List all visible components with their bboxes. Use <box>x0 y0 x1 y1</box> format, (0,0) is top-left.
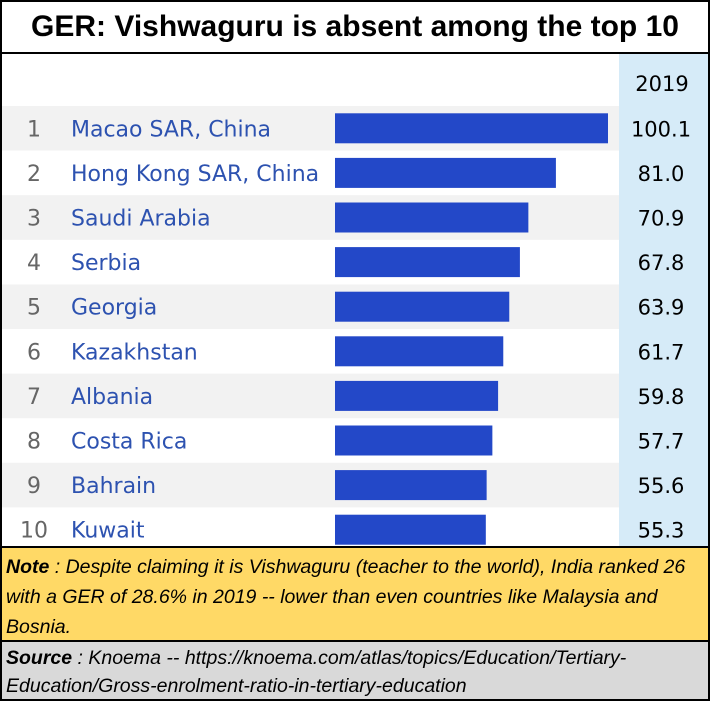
value-label: 61.7 <box>638 340 685 364</box>
rank-label: 9 <box>27 474 41 499</box>
category-label: Costa Rica <box>71 430 187 455</box>
row-stripe <box>2 373 619 419</box>
value-label: 100.1 <box>631 117 691 141</box>
rank-label: 8 <box>27 430 41 455</box>
bar <box>335 113 608 144</box>
column-header-year: 2019 <box>635 72 688 96</box>
rank-label: 7 <box>27 385 41 410</box>
value-label: 67.8 <box>638 251 685 275</box>
category-label: Kuwait <box>71 519 145 544</box>
rank-label: 10 <box>20 519 48 544</box>
note-box: Note : Despite claiming it is Vishwaguru… <box>2 546 708 640</box>
source-box: Source : Knoema -- https://knoema.com/at… <box>2 640 708 699</box>
chart-rows: 1 Macao SAR, China 100.1 2 Hong Kong SAR, Ch… <box>2 106 691 545</box>
source-text: : Knoema -- https://knoema.com/atlas/top… <box>6 647 627 697</box>
category-label: Bahrain <box>71 474 156 499</box>
source-label: Source <box>6 647 73 669</box>
bar <box>335 425 493 456</box>
category-label: Saudi Arabia <box>71 207 211 232</box>
bar <box>335 247 520 278</box>
value-label: 59.8 <box>638 385 685 409</box>
rank-label: 6 <box>27 340 41 365</box>
value-label: 70.9 <box>638 207 685 231</box>
rank-label: 4 <box>27 251 41 276</box>
value-label: 55.6 <box>638 474 685 498</box>
rank-label: 1 <box>27 117 41 142</box>
bar <box>335 380 499 411</box>
bar <box>335 336 504 367</box>
bar-chart: 2019 1 Macao SAR, China 100.1 2 Hong Kong SA… <box>2 54 708 546</box>
bar-chart-svg: 2019 1 Macao SAR, China 100.1 2 Hong Kong SA… <box>2 54 708 546</box>
category-label: Albania <box>71 385 153 410</box>
category-label: Hong Kong SAR, China <box>71 162 319 187</box>
chart-title: GER: Vishwaguru is absent among the top … <box>2 2 708 54</box>
rank-label: 2 <box>27 162 41 187</box>
category-label: Georgia <box>71 296 157 321</box>
bar <box>335 157 556 188</box>
value-label: 63.9 <box>638 296 685 320</box>
category-label: Kazakhstan <box>71 340 198 365</box>
bar <box>335 202 529 233</box>
rank-label: 3 <box>27 207 41 232</box>
value-label: 81.0 <box>638 162 685 186</box>
value-label: 57.7 <box>638 430 685 454</box>
rank-label: 5 <box>27 296 41 321</box>
category-label: Macao SAR, China <box>71 117 271 142</box>
bar <box>335 291 510 322</box>
value-label: 55.3 <box>638 519 685 543</box>
category-label: Serbia <box>71 251 141 276</box>
value-column-bg <box>619 54 708 546</box>
note-label: Note <box>6 556 50 578</box>
bar <box>335 514 486 545</box>
row-stripe <box>2 284 619 329</box>
note-text: : Despite claiming it is Vishwaguru (tea… <box>6 556 686 638</box>
bar <box>335 470 487 501</box>
row-stripe <box>2 462 619 508</box>
